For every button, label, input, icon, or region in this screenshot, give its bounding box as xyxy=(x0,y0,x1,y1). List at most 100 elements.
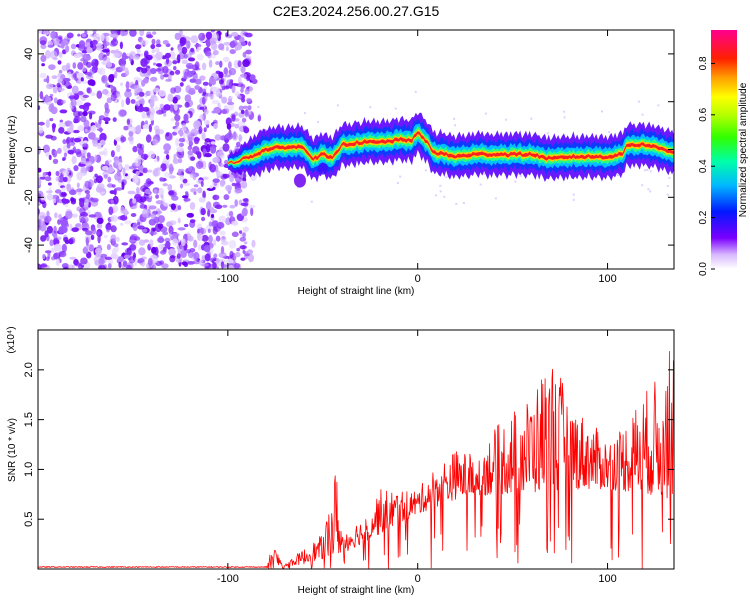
noise-blob xyxy=(39,91,44,100)
noise-blob xyxy=(137,146,144,156)
noise-blob xyxy=(189,78,197,83)
noise-blob xyxy=(159,103,164,109)
noise-blob xyxy=(210,141,216,145)
noise-blob xyxy=(148,218,157,226)
noise-blob xyxy=(184,101,190,108)
noise-blob xyxy=(208,59,213,68)
noise-blob xyxy=(39,176,46,180)
noise-blob xyxy=(136,48,141,54)
noise-blob xyxy=(196,223,202,230)
noise-blob xyxy=(178,137,185,143)
noise-blob xyxy=(149,68,157,74)
noise-blob xyxy=(179,174,184,181)
noise-blob xyxy=(72,73,77,78)
noise-blob xyxy=(222,56,230,63)
noise-blob xyxy=(124,173,128,177)
noise-speckle xyxy=(453,117,456,120)
noise-blob xyxy=(240,202,249,207)
noise-blob xyxy=(83,149,87,155)
noise-blob xyxy=(180,43,184,47)
noise-blob xyxy=(157,210,163,214)
noise-blob xyxy=(213,123,218,129)
noise-blob xyxy=(75,223,81,227)
noise-blob xyxy=(193,252,200,261)
noise-blob xyxy=(198,32,206,41)
snr-series-line xyxy=(38,351,674,569)
noise-blob xyxy=(53,243,62,252)
noise-blob xyxy=(93,33,101,42)
spectrogram-y-ticks: -40 -20 0 20 40 xyxy=(23,48,674,253)
noise-blob xyxy=(177,54,181,59)
noise-speckle xyxy=(396,181,399,184)
noise-blob xyxy=(42,172,47,178)
noise-blob xyxy=(226,259,234,264)
noise-blob xyxy=(240,257,246,261)
noise-blob xyxy=(42,144,51,154)
noise-blob xyxy=(80,264,85,268)
noise-blob xyxy=(147,180,154,185)
noise-blob xyxy=(165,241,171,249)
noise-blob xyxy=(133,84,142,93)
noise-blob xyxy=(175,120,180,127)
noise-blob xyxy=(100,33,105,42)
snr-y-tick-label: 2.0 xyxy=(23,362,35,377)
noise-speckle xyxy=(641,113,644,116)
noise-blob xyxy=(203,108,209,115)
noise-blob xyxy=(112,52,120,59)
ridge-band-5 xyxy=(227,131,674,165)
noise-blob xyxy=(233,262,241,269)
noise-blob xyxy=(181,46,188,55)
noise-blob xyxy=(137,225,145,230)
noise-blob xyxy=(86,47,93,54)
figure-title: C2E3.2024.256.00.27.G15 xyxy=(273,3,440,19)
noise-blob xyxy=(113,243,119,248)
noise-blob xyxy=(104,121,109,125)
noise-blob xyxy=(207,209,211,217)
noise-blob xyxy=(105,36,110,42)
noise-blob xyxy=(199,106,205,110)
noise-blob xyxy=(58,250,67,258)
noise-speckle xyxy=(666,193,669,196)
noise-blob xyxy=(42,201,47,209)
noise-speckle xyxy=(644,169,647,172)
noise-blob xyxy=(82,222,89,229)
noise-blob xyxy=(238,105,244,111)
noise-blob xyxy=(236,247,241,252)
noise-blob xyxy=(126,118,131,126)
snr-y-multiplier: (x10⁴) xyxy=(6,326,17,353)
noise-blob xyxy=(163,104,171,111)
noise-blob xyxy=(99,139,106,146)
snr-frame xyxy=(37,329,675,570)
noise-blob xyxy=(155,67,162,72)
noise-blob xyxy=(241,117,247,123)
noise-blob xyxy=(177,157,183,164)
noise-blob xyxy=(152,169,161,177)
noise-blob xyxy=(219,60,223,68)
noise-blob xyxy=(177,227,186,231)
noise-blob xyxy=(187,134,195,142)
noise-blob xyxy=(81,33,87,38)
noise-speckle xyxy=(649,190,652,193)
noise-blob xyxy=(240,41,247,47)
noise-blob xyxy=(94,247,103,255)
noise-blob xyxy=(80,217,86,224)
noise-blob xyxy=(110,73,115,80)
noise-blob xyxy=(170,117,175,122)
noise-blob xyxy=(125,88,132,92)
noise-blob xyxy=(176,253,181,259)
noise-blob xyxy=(171,233,180,237)
noise-blob xyxy=(196,151,202,159)
noise-blob xyxy=(168,190,175,196)
noise-blob xyxy=(80,77,84,82)
noise-blob xyxy=(234,199,238,207)
noise-blob xyxy=(62,197,67,206)
noise-blob xyxy=(110,49,117,54)
noise-blob xyxy=(208,221,213,227)
noise-speckle xyxy=(317,121,319,124)
noise-blob xyxy=(87,210,91,215)
noise-blob xyxy=(124,207,128,217)
noise-blob xyxy=(103,234,108,239)
noise-blob xyxy=(104,256,113,260)
noise-blob xyxy=(223,85,230,90)
noise-blob xyxy=(183,71,188,80)
